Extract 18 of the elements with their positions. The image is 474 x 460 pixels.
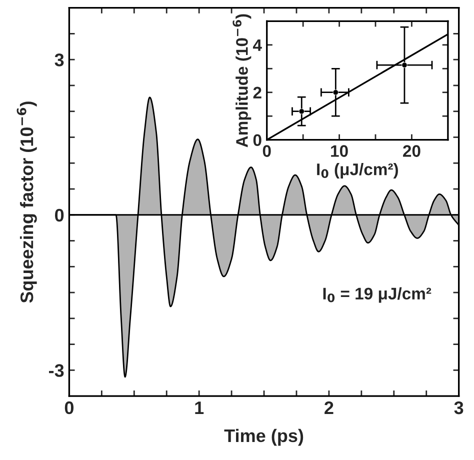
y-tick-label: 3 [54,54,64,66]
y-tick-label: 2 [253,86,262,98]
x-axis-title: Time (ps) [224,428,304,446]
y-tick-label: 0 [253,134,262,146]
x-tick-label: 3 [454,401,464,414]
y-tick-label: 4 [252,39,262,51]
y-axis-title: Amplitude (10$^{−6}$) [232,14,252,148]
y-tick-label: -3 [48,364,64,377]
x-tick-label: 0 [262,145,271,157]
y-axis-title: Squeezing factor (10$^{−6}$) [16,102,37,303]
x-axis-title: I$_{0}$ (μJ/cm²) [317,163,398,179]
annotation: I$_{0}$ = 19 μJ/cm² [323,287,432,303]
x-tick-label: 10 [331,145,348,157]
y-tick-label: 0 [55,208,64,222]
x-tick-label: 1 [195,402,204,414]
x-tick-label: 20 [403,145,420,157]
x-tick-label: 0 [64,401,74,414]
x-tick-label: 2 [324,401,334,414]
